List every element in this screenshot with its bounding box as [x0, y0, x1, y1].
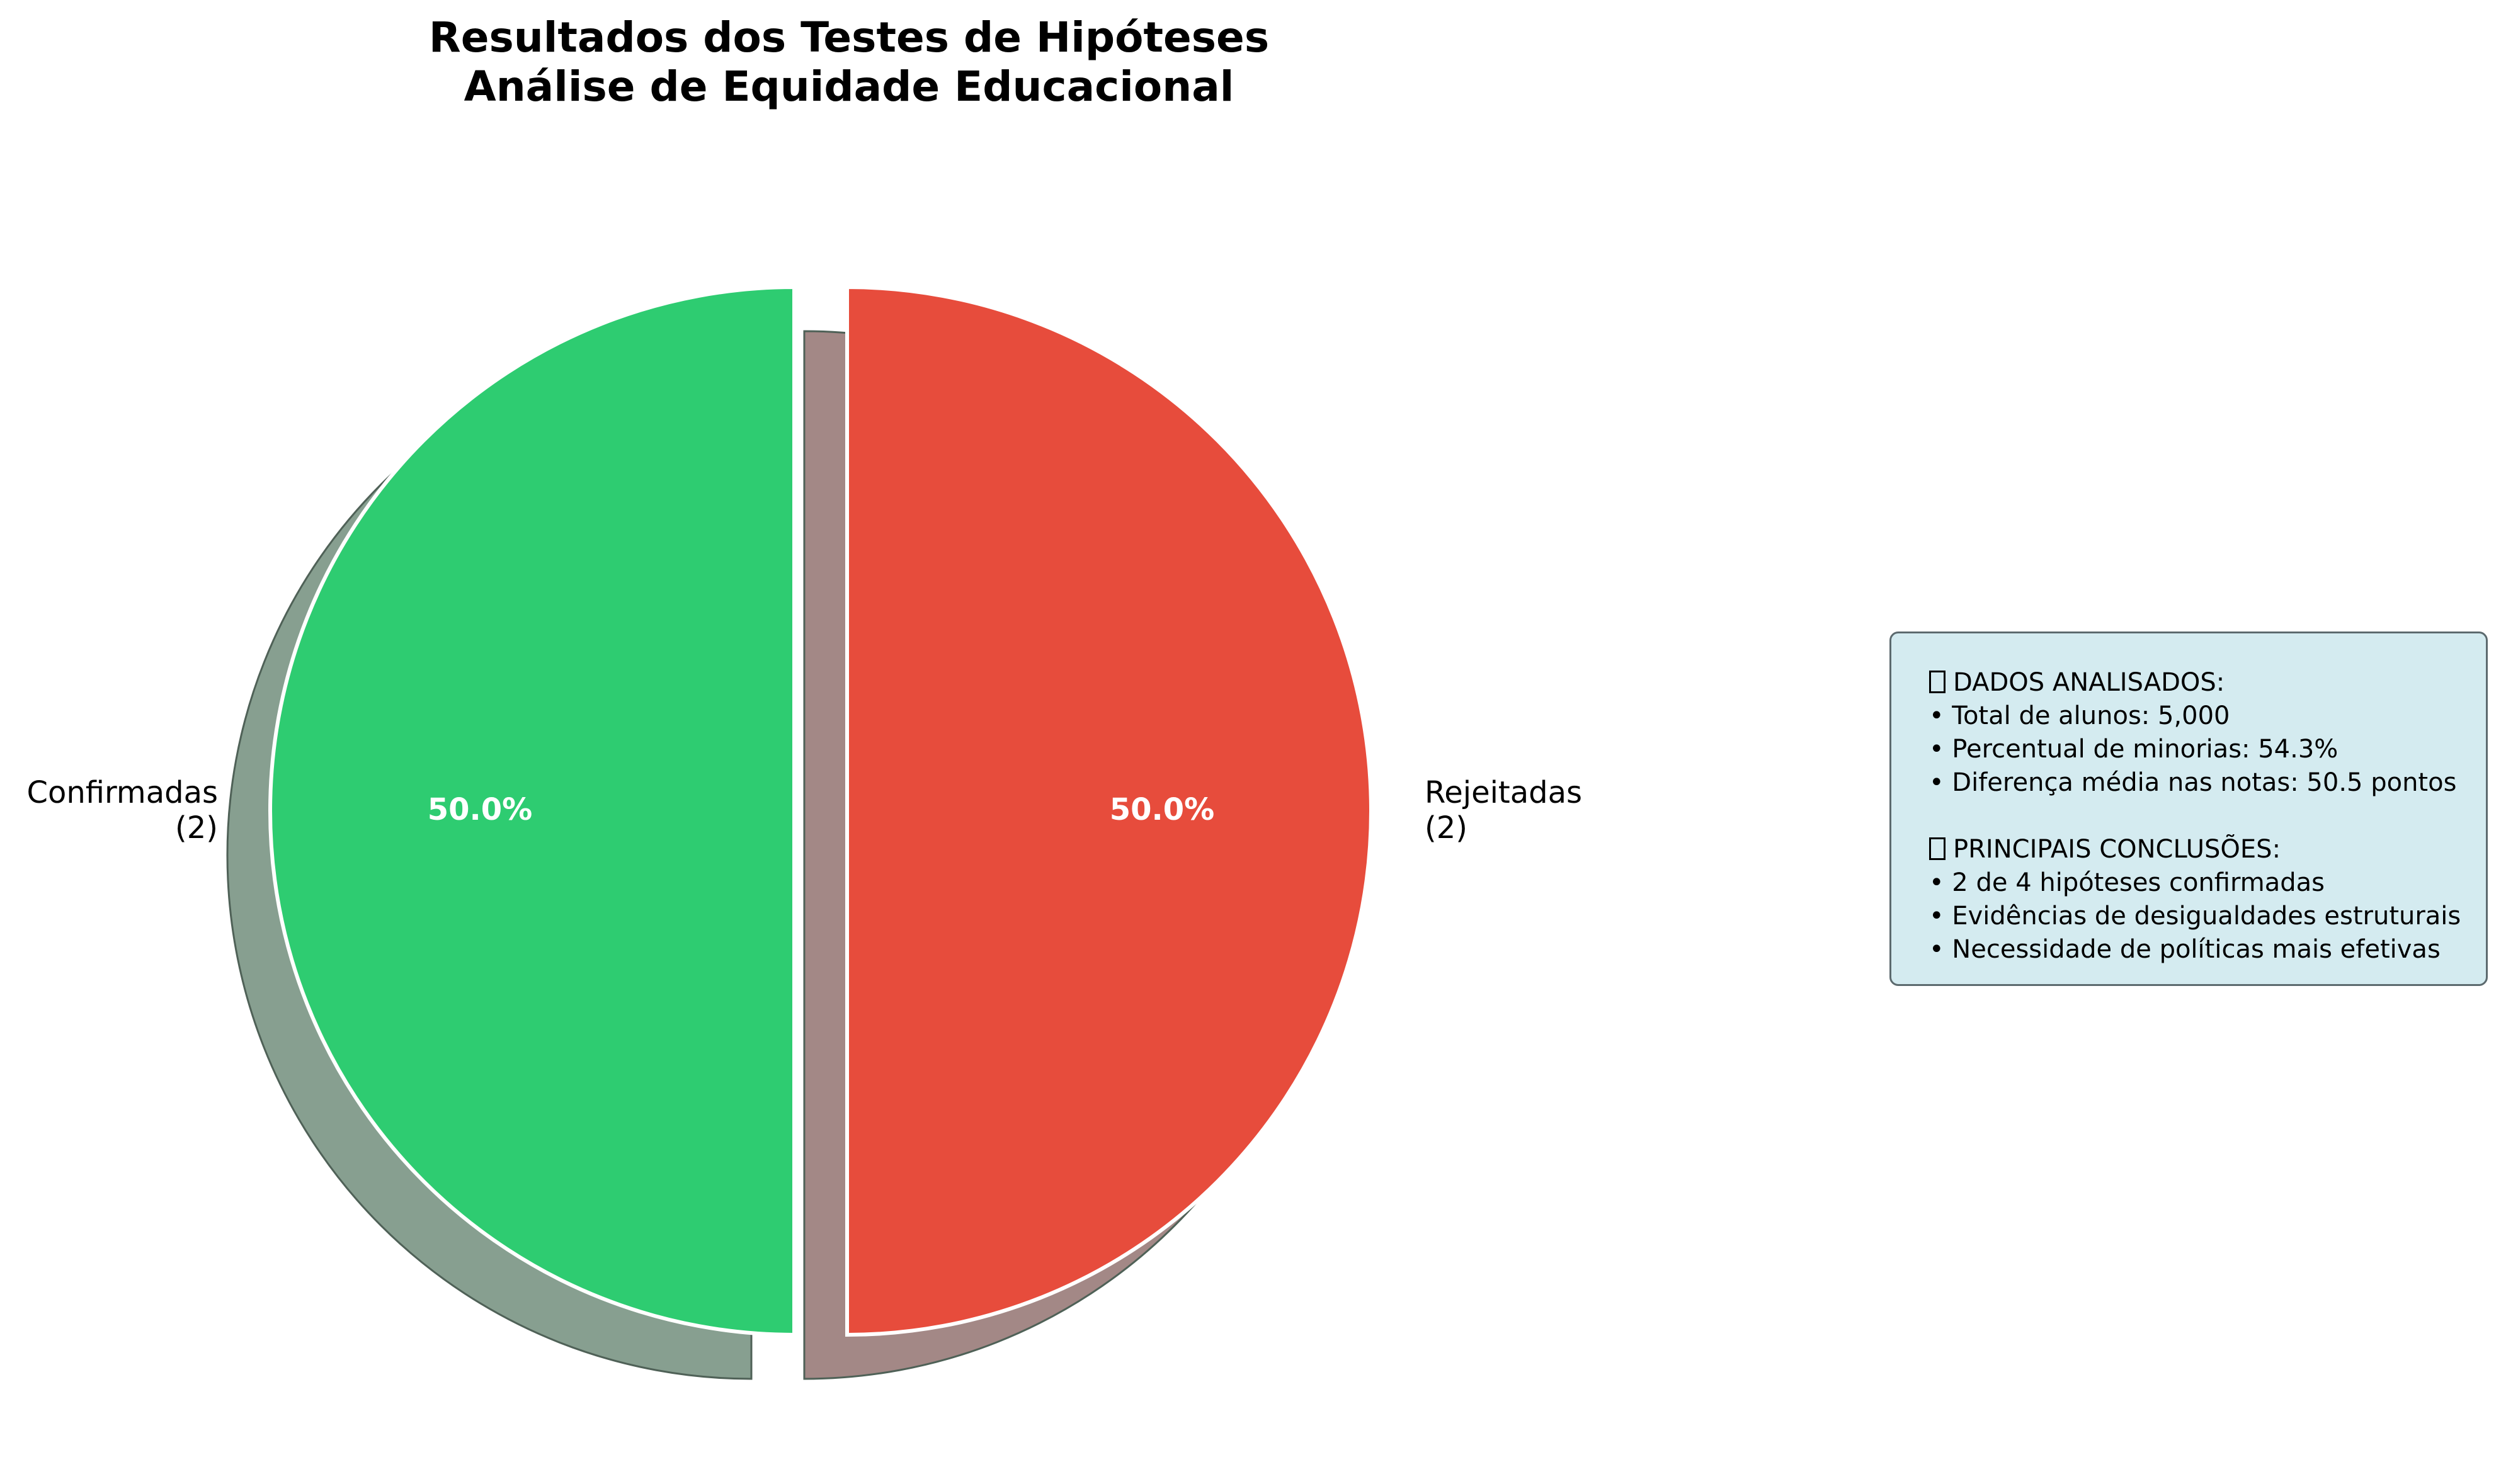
info-section-conclusions-header: PRINCIPAIS CONCLUSÕES:	[1953, 835, 2281, 864]
chart-title: Resultados dos Testes de Hipóteses	[429, 13, 1269, 62]
info-section-data-header: DADOS ANALISADOS:	[1953, 668, 2225, 697]
info-item-diferenca-notas: • Diferença média nas notas: 50.5 pontos	[1929, 768, 2457, 797]
slice-percent-label-confirmadas: 50.0%	[428, 792, 533, 827]
info-section-spacer	[1929, 800, 2486, 833]
info-item-percentual-minorias: • Percentual de minorias: 54.3%	[1929, 735, 2339, 764]
info-item-total-alunos: • Total de alunos: 5,000	[1929, 701, 2230, 730]
chart-glyph-icon	[1929, 671, 1946, 693]
chart-subtitle: Análise de Equidade Educacional	[464, 62, 1234, 111]
info-item-hipoteses-confirmadas: • 2 de 4 hipóteses confirmadas	[1929, 868, 2325, 897]
info-section-data-header-row: DADOS ANALISADOS:	[1929, 666, 2486, 700]
info-section-conclusions-header-row: PRINCIPAIS CONCLUSÕES:	[1929, 833, 2486, 866]
pie-slice-rejeitadas	[845, 285, 1373, 1337]
summary-info-box: DADOS ANALISADOS: • Total de alunos: 5,0…	[1889, 632, 2488, 986]
pie-slice-confirmadas	[268, 285, 796, 1337]
pie-slices	[268, 285, 1373, 1337]
info-item-desigualdades: • Evidências de desigualdades estruturai…	[1929, 902, 2461, 931]
info-item-politicas: • Necessidade de políticas mais efetivas	[1929, 935, 2441, 964]
slice-count-confirmadas: (2)	[175, 810, 218, 846]
slice-count-rejeitadas: (2)	[1425, 810, 1467, 846]
slice-label-rejeitadas: Rejeitadas	[1425, 775, 1582, 810]
slice-percent-label-rejeitadas: 50.0%	[1110, 792, 1215, 827]
target-glyph-icon	[1929, 837, 1946, 860]
slice-label-confirmadas: Confirmadas	[27, 775, 219, 810]
